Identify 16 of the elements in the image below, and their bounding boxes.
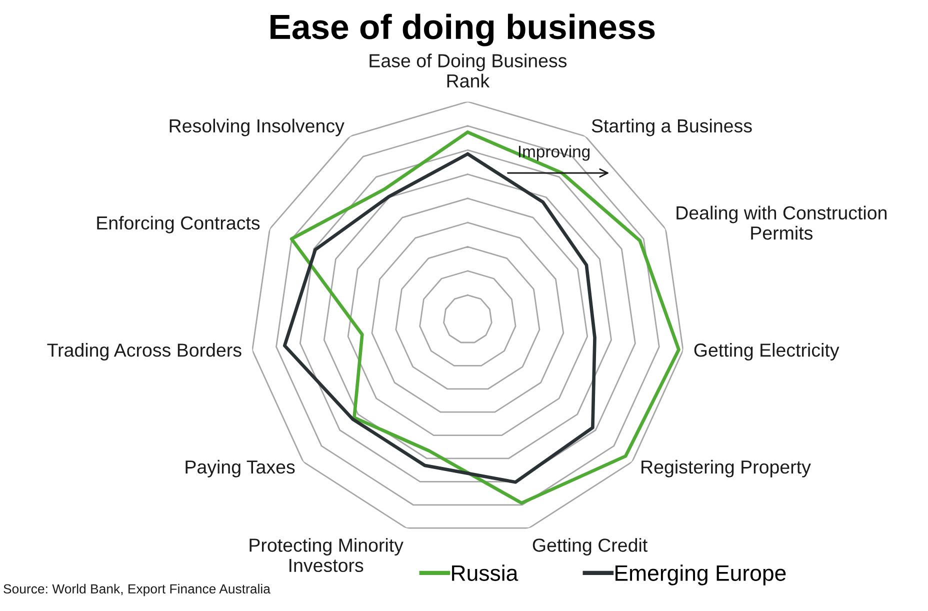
text: Improving: [518, 145, 590, 161]
chart-title: Ease of doing business: [270, 14, 655, 46]
spoke-label: Getting Electricity: [694, 343, 840, 360]
spoke-label: Registering Property: [642, 460, 811, 478]
spoke-label: Paying Taxes: [186, 460, 295, 478]
spoke-label: Ease of Doing Business Rank: [370, 54, 567, 88]
spoke-label: Starting a Business: [592, 118, 752, 136]
source-note: Source: World Bank, Export Finance Australia: [4, 584, 270, 596]
spoke-label: Resolving Insolvency: [170, 118, 344, 136]
spoke-label: Dealing with Construction Permits: [676, 206, 886, 240]
legend-label: Emerging Europe: [616, 564, 786, 586]
spoke-label: Protecting Minority Investors: [250, 538, 404, 572]
legend-label: Russia: [452, 564, 518, 581]
spoke-label: Enforcing Contracts: [97, 216, 260, 234]
spoke-label: Trading Across Borders: [47, 343, 242, 360]
spoke-label: Getting Credit: [532, 538, 648, 556]
